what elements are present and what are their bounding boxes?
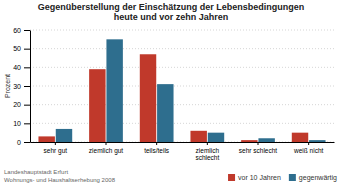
bar	[208, 133, 224, 142]
bar	[241, 140, 257, 142]
title-line: Gegenüberstellung der Einschätzung der L…	[38, 2, 305, 12]
bar	[56, 129, 72, 142]
bar	[258, 138, 274, 142]
y-tick-label: 40	[13, 64, 21, 71]
x-tick-label: weiß nicht	[293, 147, 323, 154]
y-tick-mark	[24, 30, 30, 31]
grid-line	[30, 104, 334, 105]
x-tick-label-line: schlecht	[195, 154, 219, 161]
y-tick-mark	[24, 142, 30, 143]
y-tick-label: 60	[13, 27, 21, 34]
plot: 0 10 20 30 40 50 60 sehr gut ziemlich gut teils/t…	[13, 27, 334, 161]
y-tick-mark	[24, 123, 30, 124]
bar	[89, 69, 105, 142]
annotation: Wohnungs- und Haushaltserhebung 2008	[4, 177, 116, 183]
y-axis-line	[30, 31, 31, 143]
y-tick: 60	[13, 27, 30, 34]
legend-label: gegenwärtig	[299, 174, 337, 182]
x-axis: sehr gutziemlich gutteils/teilsziemlichs…	[31, 142, 335, 161]
legend-swatch	[289, 174, 296, 181]
grid-line	[30, 67, 334, 68]
x-tick-label: sehr schlecht	[239, 147, 277, 154]
bar	[140, 54, 156, 142]
legend-item: vor 10 Jahren	[228, 174, 281, 181]
x-tick: weiß nicht	[293, 142, 323, 154]
grid-line	[30, 86, 334, 87]
bars	[38, 39, 325, 142]
x-tick: teils/teils	[144, 142, 170, 154]
grid	[30, 30, 334, 142]
legend-swatch	[228, 174, 235, 181]
y-tick-mark	[24, 86, 30, 87]
title-line: heute und vor zehn Jahren	[114, 12, 229, 22]
y-tick-label: 30	[13, 83, 21, 90]
bar	[292, 133, 308, 142]
grid-line	[30, 142, 334, 143]
legend-item: gegenwärtig	[289, 174, 337, 182]
chart: Gegenüberstellung der Einschätzung der L…	[0, 0, 342, 187]
bar	[106, 39, 122, 142]
y-tick-label: 10	[13, 120, 21, 127]
x-tick-label: ziemlich gut	[89, 147, 124, 155]
x-tick: sehr gut	[44, 142, 68, 155]
y-tick: 40	[13, 64, 30, 71]
x-tick-mark	[308, 142, 309, 145]
y-axis-title: Prozent	[4, 74, 11, 98]
y-tick: 50	[13, 45, 30, 52]
series	[56, 39, 326, 142]
x-tick: ziemlich gut	[89, 142, 124, 155]
y-tick-mark	[24, 49, 30, 50]
x-tick: ziemlichschlecht	[195, 142, 219, 161]
grid-line	[30, 48, 334, 49]
x-tick-mark	[55, 142, 56, 145]
y-tick-label: 20	[13, 101, 21, 108]
y-axis: 0 10 20 30 40 50 60	[13, 27, 30, 146]
legend-label: vor 10 Jahren	[238, 174, 281, 181]
y-tick: 20	[13, 101, 30, 108]
y-tick-mark	[24, 105, 30, 106]
x-tick: sehr schlecht	[239, 142, 277, 154]
bar	[190, 131, 206, 142]
x-tick-label: ziemlichschlecht	[195, 147, 219, 161]
y-tick-label: 0	[17, 139, 21, 146]
bar	[157, 84, 173, 142]
grid-line	[30, 123, 334, 124]
bar	[38, 136, 54, 142]
legend: vor 10 Jahren gegenwärtig	[228, 174, 337, 182]
y-tick-label: 50	[13, 45, 21, 52]
x-axis-line	[31, 142, 335, 143]
title: Gegenüberstellung der Einschätzung der L…	[38, 2, 305, 22]
x-tick-mark	[156, 142, 157, 145]
x-tick-label: teils/teils	[144, 147, 170, 154]
y-tick: 30	[13, 83, 30, 90]
grid-line	[30, 30, 334, 31]
x-tick-mark	[106, 142, 107, 145]
bar	[309, 140, 325, 142]
x-tick-mark	[207, 142, 208, 145]
y-tick: 10	[13, 120, 30, 127]
x-tick-mark	[258, 142, 259, 145]
y-tick: 0	[17, 139, 30, 146]
x-tick-label-line: ziemlich	[196, 147, 220, 154]
series	[38, 54, 308, 142]
x-tick-label: sehr gut	[44, 147, 68, 155]
annotation: Landeshauptstadt Erfurt	[4, 169, 68, 175]
y-tick-mark	[24, 67, 30, 68]
